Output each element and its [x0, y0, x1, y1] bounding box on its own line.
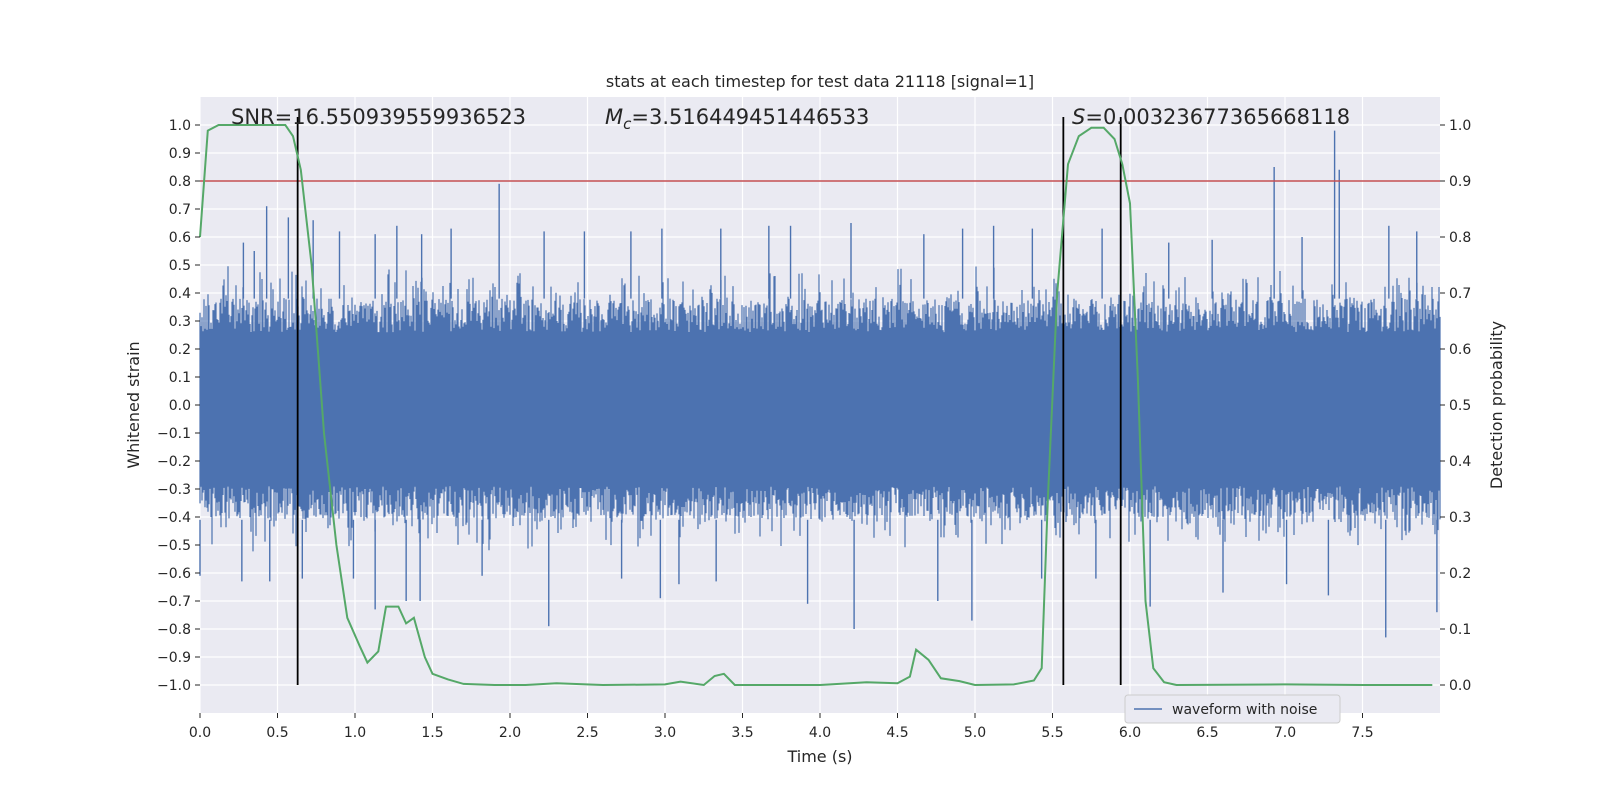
y-right-tick-label-7: 0.3 [1449, 510, 1471, 526]
x-tick-label-14: 7.0 [1274, 725, 1296, 741]
y-left-tick-label-9: 0.1 [169, 370, 191, 386]
y-right-tick-label-5: 0.5 [1449, 398, 1471, 414]
y-right-tick-label-2: 0.8 [1449, 230, 1471, 246]
y-left-tick-label-0: 1.0 [169, 118, 191, 134]
x-tick-label-8: 4.0 [809, 725, 831, 741]
snr-annotation: SNR=16.550939559936523 [231, 105, 526, 129]
chirp-mass-annotation: Mc=3.516449451446533 [605, 105, 869, 133]
y-left-tick-label-19: −0.9 [157, 650, 191, 666]
y-left-tick-label-6: 0.4 [169, 286, 191, 302]
y-left-tick-label-8: 0.2 [169, 342, 191, 358]
x-tick-label-7: 3.5 [731, 725, 753, 741]
chart-title: stats at each timestep for test data 211… [606, 72, 1034, 91]
y-right-tick-label-4: 0.6 [1449, 342, 1471, 358]
x-tick-label-1: 0.5 [266, 725, 288, 741]
x-tick-label-2: 1.0 [344, 725, 366, 741]
y-axis-label-left: Whitened strain [124, 341, 143, 468]
y-left-tick-label-1: 0.9 [169, 146, 191, 162]
y-left-tick-label-7: 0.3 [169, 314, 191, 330]
y-left-tick-label-3: 0.7 [169, 202, 191, 218]
y-left-tick-label-11: −0.1 [157, 426, 191, 442]
x-tick-label-15: 7.5 [1351, 725, 1373, 741]
legend-box [1124, 694, 1341, 724]
y-left-tick-label-20: −1.0 [157, 678, 191, 694]
y-right-tick-label-10: 0.0 [1449, 678, 1471, 694]
y-left-tick-label-12: −0.2 [157, 454, 191, 470]
s-symbol: S [1072, 105, 1085, 129]
y-left-tick-label-5: 0.5 [169, 258, 191, 274]
probability-series [199, 124, 1433, 687]
y-axis-label-right: Detection probability [1487, 321, 1506, 489]
waveform-band [199, 266, 1441, 552]
y-left-tick-label-10: 0.0 [169, 398, 191, 414]
y-right-tick-label-0: 1.0 [1449, 118, 1471, 134]
x-tick-label-10: 5.0 [964, 725, 986, 741]
probability-line [199, 124, 1433, 687]
y-left-tick-label-18: −0.8 [157, 622, 191, 638]
y-left-tick-label-14: −0.4 [157, 510, 191, 526]
chirp-mass-subscript: c [623, 115, 632, 133]
y-left-tick-label-16: −0.6 [157, 566, 191, 582]
chirp-mass-value: =3.516449451446533 [631, 105, 869, 129]
axes: 0.0 0.5 1.0 1.5 2.0 2.5 3.0 3.5 4.0 4.5 5.0 5.5 6.0 6… [157, 118, 1471, 741]
chirp-mass-symbol: M [605, 105, 623, 129]
x-tick-label-0: 0.0 [189, 725, 211, 741]
x-tick-label-11: 5.5 [1041, 725, 1063, 741]
x-tick-label-9: 4.5 [886, 725, 908, 741]
x-tick-label-12: 6.0 [1119, 725, 1141, 741]
s-annotation: S=0.00323677365668118 [1072, 105, 1350, 129]
y-right-tick-label-9: 0.1 [1449, 622, 1471, 638]
legend-label-waveform: waveform with noise [1172, 702, 1317, 718]
y-left-tick-label-15: −0.5 [157, 538, 191, 554]
legend: waveform with noise [1124, 694, 1341, 724]
y-left-tick-label-4: 0.6 [169, 230, 191, 246]
x-tick-label-3: 1.5 [421, 725, 443, 741]
waveform-series [199, 130, 1441, 638]
s-value: =0.00323677365668118 [1085, 105, 1350, 129]
y-left-tick-label-17: −0.7 [157, 594, 191, 610]
y-right-tick-label-8: 0.2 [1449, 566, 1471, 582]
x-tick-label-13: 6.5 [1196, 725, 1218, 741]
x-tick-label-4: 2.0 [499, 725, 521, 741]
y-right-tick-label-3: 0.7 [1449, 286, 1471, 302]
x-tick-label-6: 3.0 [654, 725, 676, 741]
x-tick-label-5: 2.5 [576, 725, 598, 741]
y-right-tick-label-1: 0.9 [1449, 174, 1471, 190]
y-right-tick-label-6: 0.4 [1449, 454, 1471, 470]
y-left-tick-label-13: −0.3 [157, 482, 191, 498]
x-axis-label: Time (s) [786, 747, 852, 766]
y-left-tick-label-2: 0.8 [169, 174, 191, 190]
